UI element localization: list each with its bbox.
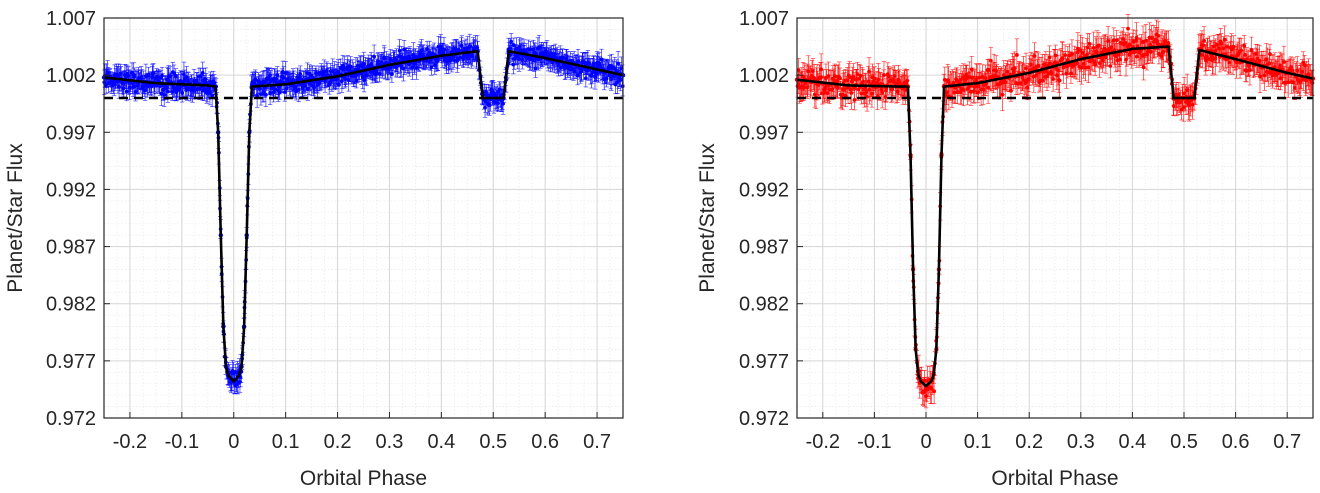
data-point xyxy=(816,83,821,87)
data-point xyxy=(483,105,487,110)
data-point xyxy=(337,82,341,87)
data-point xyxy=(361,61,366,66)
data-point xyxy=(203,77,208,82)
x-tick-label: 0 xyxy=(228,431,239,453)
data-point xyxy=(825,91,830,95)
y-tick-label: 1.007 xyxy=(46,8,96,30)
data-point xyxy=(806,69,811,74)
data-point xyxy=(509,39,514,44)
y-tick-label: 0.977 xyxy=(46,351,96,373)
x-tick-label: -0.2 xyxy=(113,431,147,453)
data-point xyxy=(986,85,991,90)
data-points-series xyxy=(101,33,626,395)
x-tick-label: 0.6 xyxy=(531,431,559,453)
y-tick-label: 0.987 xyxy=(46,237,96,259)
data-point xyxy=(271,90,276,95)
ticks: -0.2 -0.1 0 0.1 0.2 0.3 0.4 0.5 0.6 0.7 0.972 0.977… xyxy=(46,8,611,453)
data-point xyxy=(346,78,351,83)
data-point xyxy=(475,45,480,50)
data-point xyxy=(882,73,886,77)
data-point xyxy=(880,90,885,95)
chart-panel-1: -0.2 -0.1 0 0.1 0.2 0.3 0.4 0.5 0.6 0.7 0.972 0.977… xyxy=(4,8,626,490)
x-axis-label: Orbital Phase xyxy=(300,467,427,490)
y-tick-label: 0.997 xyxy=(46,122,96,144)
data-point xyxy=(511,62,516,67)
y-tick-label: 0.982 xyxy=(46,294,96,316)
x-tick-label: 0.4 xyxy=(427,431,455,453)
data-point xyxy=(376,59,381,64)
x-tick-label: 0.5 xyxy=(479,431,507,453)
data-point xyxy=(113,79,118,84)
data-point xyxy=(459,43,464,48)
data-point xyxy=(615,80,620,84)
data-point xyxy=(553,52,558,57)
data-point xyxy=(583,76,588,81)
data-point xyxy=(849,91,854,95)
data-point xyxy=(198,74,203,78)
data-point xyxy=(172,71,176,75)
data-point xyxy=(970,75,975,80)
data-point xyxy=(855,72,860,77)
plot-frame xyxy=(103,17,624,419)
data-point xyxy=(200,71,205,75)
data-point xyxy=(263,92,268,97)
x-tick-label: 0.7 xyxy=(583,431,611,453)
data-point xyxy=(812,76,817,80)
data-point xyxy=(838,76,842,81)
data-point xyxy=(864,90,869,94)
data-point xyxy=(180,90,185,95)
data-point xyxy=(372,54,377,59)
y-tick-label: 1.002 xyxy=(46,65,96,87)
y-axis-label: Planet/Star Flux xyxy=(4,143,27,293)
x-tick-label: 0.3 xyxy=(376,431,404,453)
data-point xyxy=(117,84,121,89)
y-tick-label: 0.972 xyxy=(46,408,96,430)
data-point xyxy=(803,81,808,86)
x-tick-label: -0.1 xyxy=(165,431,199,453)
data-point xyxy=(858,73,863,78)
data-point xyxy=(238,379,242,384)
data-point xyxy=(841,87,845,92)
data-point xyxy=(495,101,500,106)
data-point xyxy=(514,46,519,51)
x-tick-label: 0.2 xyxy=(324,431,352,453)
data-point xyxy=(389,72,394,77)
x-tick-label: 0.1 xyxy=(272,431,300,453)
data-point xyxy=(981,87,986,92)
data-point xyxy=(955,90,960,94)
data-point xyxy=(819,75,824,80)
data-point xyxy=(345,65,350,69)
data-point xyxy=(994,68,999,73)
y-tick-label: 0.992 xyxy=(46,179,96,201)
model-fit-line xyxy=(103,49,624,383)
data-point xyxy=(847,75,852,79)
data-point xyxy=(932,389,937,394)
data-point xyxy=(537,45,542,50)
data-point xyxy=(796,68,801,72)
data-point xyxy=(905,78,910,83)
chart-panel-2: -0.2 -0.1 0 0.1 0.2 0.3 0.4 0.5 0.6 0.70.9720.977… xyxy=(696,8,1316,490)
data-point xyxy=(988,58,993,63)
